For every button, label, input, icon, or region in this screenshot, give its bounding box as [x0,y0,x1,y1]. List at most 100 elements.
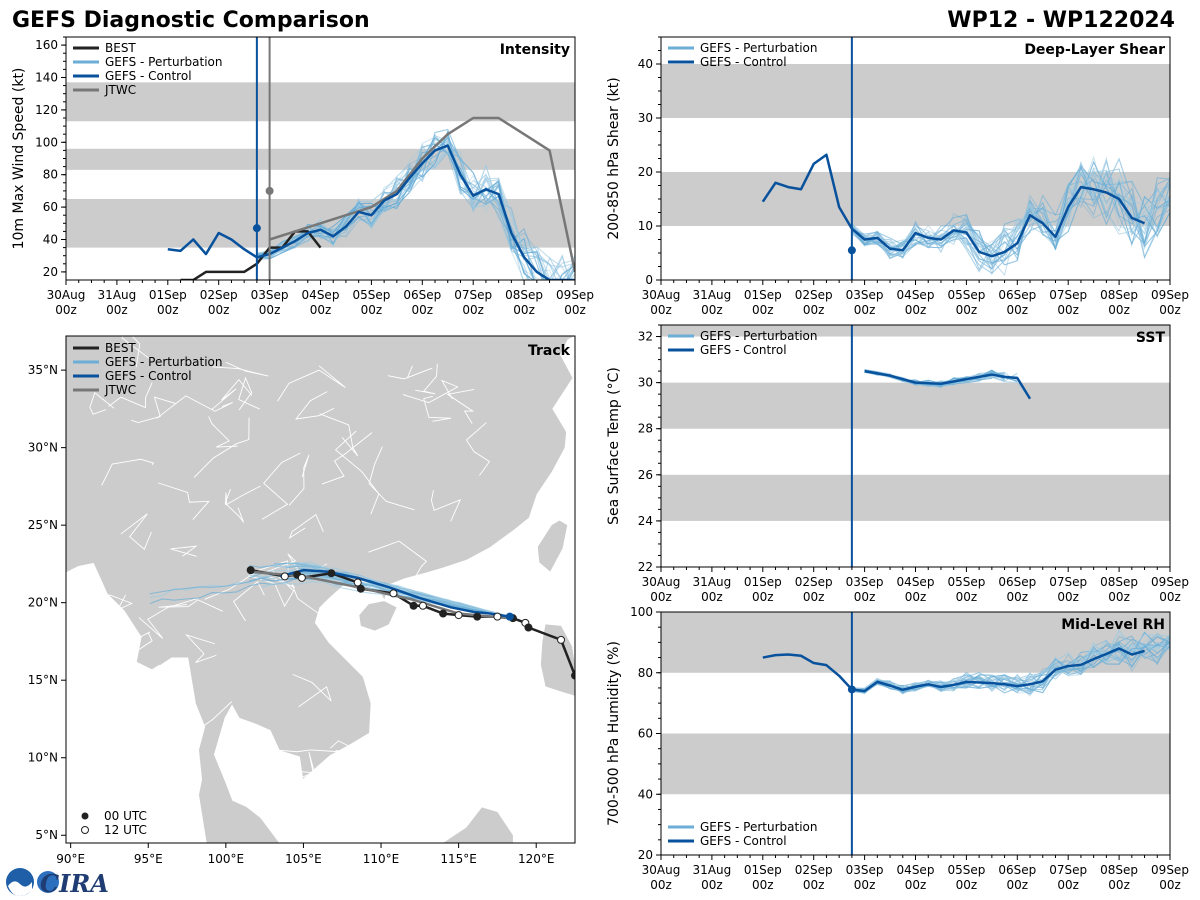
rh-xtick-date: 07Sep [1049,863,1087,877]
rh-ytick-label: 20 [638,848,653,862]
admin-boundary-line [184,633,217,663]
rh-legend-control-label: GEFS - Control [700,834,787,848]
intensity-band [66,82,575,122]
sst-legend-control-label: GEFS - Control [700,343,787,357]
admin-boundary-line [334,430,380,515]
shear-xtick-date: 01Sep [744,288,782,302]
rh-xtick-hour: 00z [752,878,774,892]
intensity-xtick-hour: 00z [513,303,535,317]
shear-xtick-date: 05Sep [947,288,985,302]
shear-xtick-hour: 00z [803,303,825,317]
shear-ytick-label: 30 [638,111,653,125]
admin-boundary-line [108,382,153,409]
intensity-xtick-hour: 00z [259,303,281,317]
track-lat-label: 20°N [28,596,58,610]
admin-boundary-line [138,598,199,639]
best-position-00utc [571,671,575,680]
intensity-perturbation-line [256,129,535,280]
track-panel: 90°E 95°E 100°E 105°E 110°E 115°E 120°E 5°N 10°N… [28,335,576,866]
globe-icon [37,871,59,893]
rh-plot-area [661,612,1170,795]
sst-xtick-hour: 00z [650,590,672,604]
intensity-xtick-date: 07Sep [454,288,492,302]
intensity-ytick-label: 140 [35,71,58,85]
shear-legend-control-label: GEFS - Control [700,55,787,69]
admin-boundary-line [157,482,210,520]
hainan-island [359,601,397,631]
track-lon-label: 115°E [440,852,477,866]
admin-boundary-line [277,365,346,402]
shear-xtick-date: 06Sep [998,288,1036,302]
admin-boundary-line [158,667,190,686]
admin-boundary-line [327,772,358,801]
intensity-xtick-date: 06Sep [403,288,441,302]
sst-xtick-date: 09Sep [1151,575,1189,589]
shear-xtick-date: 31Aug [693,288,732,302]
best-position-12utc [280,572,289,581]
shear-perturbation-line [851,167,1170,262]
track-lon-label: 110°E [363,852,400,866]
shear-xtick-hour: 00z [650,303,672,317]
intensity-ytick-label: 40 [43,233,58,247]
storm-id: WP12 - WP122024 [947,8,1175,33]
intensity-legend-control-label: GEFS - Control [105,69,192,83]
best-position-12utc [389,589,398,598]
shear-perturbation-line [851,173,1170,264]
track-control-track-path [279,568,511,618]
admin-boundary-line [288,454,310,506]
intensity-ytick-label: 120 [35,103,58,117]
shear-legend-perturbation-label: GEFS - Perturbation [700,41,817,55]
rh-ylabel: 700-500 hPa Humidity (%) [606,641,622,826]
admin-boundary-line [267,733,369,753]
rh-panel: 2040608010030Aug00z31Aug00z01Sep00z02Sep… [606,605,1189,892]
intensity-xtick-date: 03Sep [251,288,289,302]
shear-xtick-date: 30Aug [642,288,681,302]
track-lon-label: 90°E [56,852,85,866]
intensity-xtick-hour: 00z [564,303,586,317]
rh-xtick-hour: 00z [650,878,672,892]
intensity-plot-area [66,82,575,280]
rh-xtick-hour: 00z [854,878,876,892]
shear-xtick-hour: 00z [1159,303,1181,317]
admin-boundary-line [446,388,475,424]
admin-boundary-line [468,634,491,680]
admin-boundary-line [455,706,499,720]
sst-xtick-hour: 00z [701,590,723,604]
admin-boundary-line [120,659,138,691]
rh-xtick-hour: 00z [803,878,825,892]
admin-boundary-line [210,378,253,411]
shear-perturbation-line [851,177,1170,258]
sst-ylabel: Sea Surface Temp (°C) [606,367,622,525]
best-position-00utc [409,601,418,610]
shear-xtick-date: 04Sep [897,288,935,302]
admin-boundary-line [309,740,369,780]
track-lon-label: 120°E [518,852,555,866]
intensity-perturbation-line [256,138,545,280]
track-plot-area [66,336,575,843]
rh-xtick-date: 31Aug [693,863,732,877]
admin-boundary-line [368,540,428,586]
intensity-ytick-label: 80 [43,168,58,182]
rh-xtick-date: 05Sep [947,863,985,877]
shear-xtick-hour: 00z [701,303,723,317]
rh-xtick-hour: 00z [905,878,927,892]
shear-perturbation-line [851,160,1170,273]
cira-logo: CIRA [6,868,109,898]
intensity-xtick-date: 08Sep [505,288,543,302]
intensity-xtick-date: 01Sep [149,288,187,302]
admin-boundary-line [212,361,269,377]
shear-xtick-hour: 00z [905,303,927,317]
rh-xtick-date: 02Sep [795,863,833,877]
admin-boundary-line [170,545,198,557]
track-legend-control-label: GEFS - Control [105,369,192,383]
rh-init-marker [847,685,856,694]
shear-xtick-hour: 00z [1007,303,1029,317]
rh-panel-title: Mid-Level RH [1061,617,1165,633]
admin-boundary-line [140,690,185,715]
sst-xtick-hour: 00z [905,590,927,604]
shear-xtick-hour: 00z [854,303,876,317]
legend-00utc-label: 00 UTC [104,809,147,823]
rh-legend-perturbation-label: GEFS - Perturbation [700,820,817,834]
sst-ytick-label: 30 [638,376,653,390]
